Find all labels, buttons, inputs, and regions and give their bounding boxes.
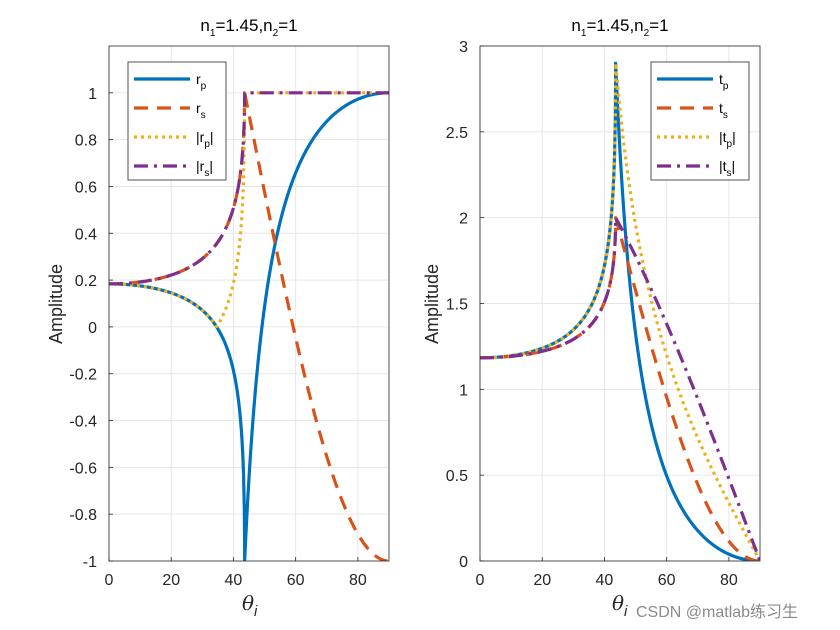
y-tick-label: 1 [88,86,97,103]
y-tick-label: 0.5 [446,468,468,485]
y-tick-label: 0 [88,320,97,337]
y-tick-label: 0 [459,554,468,571]
left-axes-box [108,45,390,562]
y-tick-label: -0.2 [69,367,97,384]
legend-label-abs-rs: |rs| [196,158,213,179]
series-line-ts [480,216,760,561]
left-axes: 0 20 40 60 80 -1 -0.8 -0.6 -0.4 -0.2 0 0.2 0.4 0.6 0.8… [46,16,390,620]
legend-label-abs-rp: |rp| [196,129,214,150]
right-axes-box [479,45,761,562]
right-axes: 0 20 40 60 80 0 0.5 1 1.5 2 2.5 3 n1=1.45,n2=1 Ampl… [422,16,761,620]
right-ticks: 0 20 40 60 80 0 0.5 1 1.5 2 2.5 3 [446,39,738,589]
watermark: CSDN @matlab练习生 [636,603,798,621]
x-tick-label: 80 [349,572,367,589]
y-tick-label: -1 [83,554,97,571]
x-tick-label: 0 [476,572,485,589]
x-tick-label: 80 [720,572,738,589]
series-line-rp [109,91,389,561]
legend-label-rp: rp [196,71,207,92]
x-tick-label: 60 [658,572,676,589]
x-tick-label: 40 [596,572,614,589]
y-tick-label: 0.6 [75,179,97,196]
x-tick-label: 60 [287,572,305,589]
right-y-axis-label: Amplitude [422,264,442,344]
y-tick-label: -0.6 [69,460,97,477]
left-legend: rp rs |rp| |rs| [127,61,227,181]
y-tick-label: 0.2 [75,273,97,290]
legend-label-tp: tp [719,71,729,92]
y-tick-label: 1.5 [446,297,468,314]
series-line-rs [109,91,389,561]
right-title: n1=1.45,n2=1 [571,16,668,39]
series-line-abs-rp [109,91,389,329]
legend-label-rs: rs [196,100,206,121]
left-title: n1=1.45,n2=1 [200,16,297,39]
left-series [109,91,389,561]
legend-box [127,61,227,181]
x-tick-label: 0 [105,572,114,589]
left-y-axis-label: Amplitude [46,264,66,344]
right-series [480,61,760,561]
left-x-axis-label: θi [242,591,258,620]
y-tick-label: 0.4 [75,226,97,243]
y-tick-label: 0.8 [75,133,97,150]
y-tick-label: 2 [459,211,468,228]
legend-label-abs-ts: |ts| [719,158,735,179]
y-tick-label: 2.5 [446,125,468,142]
series-line-abs-ts [480,216,760,561]
y-tick-label: -0.4 [69,414,97,431]
legend-box [650,61,750,181]
legend-label-ts: ts [719,100,728,121]
x-tick-label: 20 [162,572,180,589]
left-grid [108,46,389,562]
legend-label-abs-tp: |tp| [719,129,736,150]
left-ticks: 0 20 40 60 80 -1 -0.8 -0.6 -0.4 -0.2 0 0.2 0.4 0.6 0.8… [69,86,366,589]
y-tick-label: 3 [459,39,468,56]
x-tick-label: 40 [225,572,243,589]
y-tick-label: -0.8 [69,507,97,524]
right-legend: tp ts |tp| |ts| [650,61,750,181]
y-tick-label: 1 [459,382,468,399]
right-x-axis-label: θi [612,591,628,620]
x-tick-label: 20 [533,572,551,589]
